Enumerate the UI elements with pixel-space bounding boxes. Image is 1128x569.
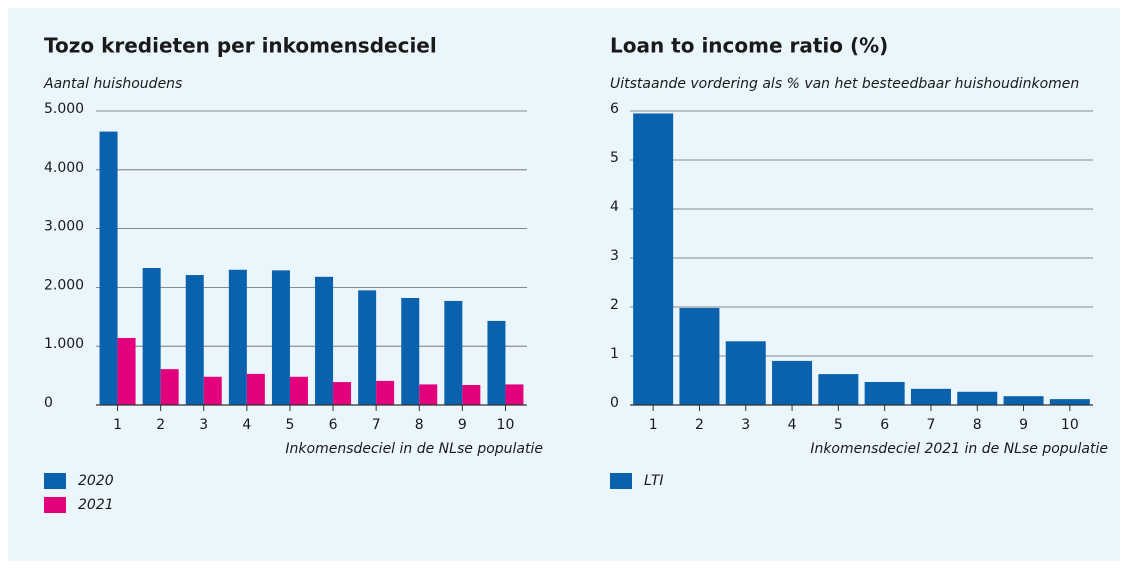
bar	[818, 374, 859, 405]
x-tick-label: 6	[329, 417, 338, 433]
x-tick-label: 9	[458, 417, 467, 433]
x-tick-label: 9	[1019, 417, 1028, 433]
y-tick-label: 2	[610, 297, 619, 313]
y-tick-label: 0	[610, 395, 619, 411]
x-tick-label: 1	[113, 417, 122, 433]
bar	[376, 380, 395, 405]
legend-swatch	[610, 473, 632, 489]
legend-swatch	[44, 473, 66, 489]
bar	[142, 267, 161, 405]
x-tick-label: 7	[926, 417, 935, 433]
bar	[99, 131, 118, 405]
bar	[333, 382, 352, 405]
x-tick-label: 2	[695, 417, 704, 433]
x-axis-label: Inkomensdeciel 2021 in de NLse populatie	[810, 441, 1108, 457]
y-tick-label: 5	[610, 150, 619, 166]
x-tick-label: 8	[415, 417, 424, 433]
bar	[271, 270, 290, 405]
bar	[289, 376, 308, 405]
bar	[505, 384, 524, 405]
y-tick-label: 0	[44, 395, 53, 411]
x-tick-label: 4	[788, 417, 797, 433]
x-tick-label: 4	[242, 417, 251, 433]
bar	[444, 300, 463, 405]
bar	[246, 373, 265, 405]
x-tick-label: 10	[1061, 417, 1079, 433]
bar	[203, 376, 222, 405]
bar	[864, 381, 905, 405]
bar	[772, 360, 813, 405]
bar	[401, 297, 420, 405]
bar	[1003, 396, 1044, 405]
chart-title: Tozo kredieten per inkomensdeciel	[44, 34, 437, 58]
y-tick-label: 5.000	[44, 101, 84, 117]
x-tick-label: 10	[497, 417, 515, 433]
x-tick-label: 5	[285, 417, 294, 433]
bar	[910, 388, 951, 405]
x-tick-label: 1	[649, 417, 658, 433]
y-tick-label: 3.000	[44, 219, 84, 235]
y-tick-label: 1.000	[44, 336, 84, 352]
y-tick-label: 3	[610, 248, 619, 264]
y-tick-label: 1	[610, 346, 619, 362]
subtitle: Aantal huishoudens	[43, 76, 182, 92]
legend-label: LTI	[644, 473, 664, 489]
x-tick-label: 6	[880, 417, 889, 433]
bar	[1049, 399, 1090, 405]
x-axis-label: Inkomensdeciel in de NLse populatie	[285, 441, 543, 457]
bar	[462, 385, 481, 405]
bar	[487, 320, 506, 405]
bar	[228, 269, 247, 405]
legend-swatch	[44, 497, 66, 513]
bar	[117, 337, 136, 405]
y-tick-label: 4	[610, 199, 619, 215]
y-tick-label: 2.000	[44, 277, 84, 293]
y-tick-label: 6	[610, 101, 619, 117]
bar	[185, 275, 204, 405]
legend-label: 2020	[78, 473, 114, 489]
bar	[160, 369, 179, 405]
bar	[679, 307, 720, 405]
chart-title: Loan to income ratio (%)	[610, 34, 888, 58]
y-tick-label: 4.000	[44, 160, 84, 176]
x-tick-label: 2	[156, 417, 165, 433]
x-tick-label: 8	[973, 417, 982, 433]
bar	[315, 276, 334, 405]
bar	[633, 113, 674, 405]
legend-label: 2021	[78, 497, 114, 513]
bar	[957, 391, 998, 405]
bar	[358, 290, 377, 405]
x-tick-label: 5	[834, 417, 843, 433]
x-tick-label: 3	[199, 417, 208, 433]
bar	[419, 384, 438, 405]
x-tick-label: 3	[741, 417, 750, 433]
bar	[725, 341, 766, 405]
x-tick-label: 7	[372, 417, 381, 433]
subtitle: Uitstaande vordering als % van het beste…	[610, 76, 1079, 92]
